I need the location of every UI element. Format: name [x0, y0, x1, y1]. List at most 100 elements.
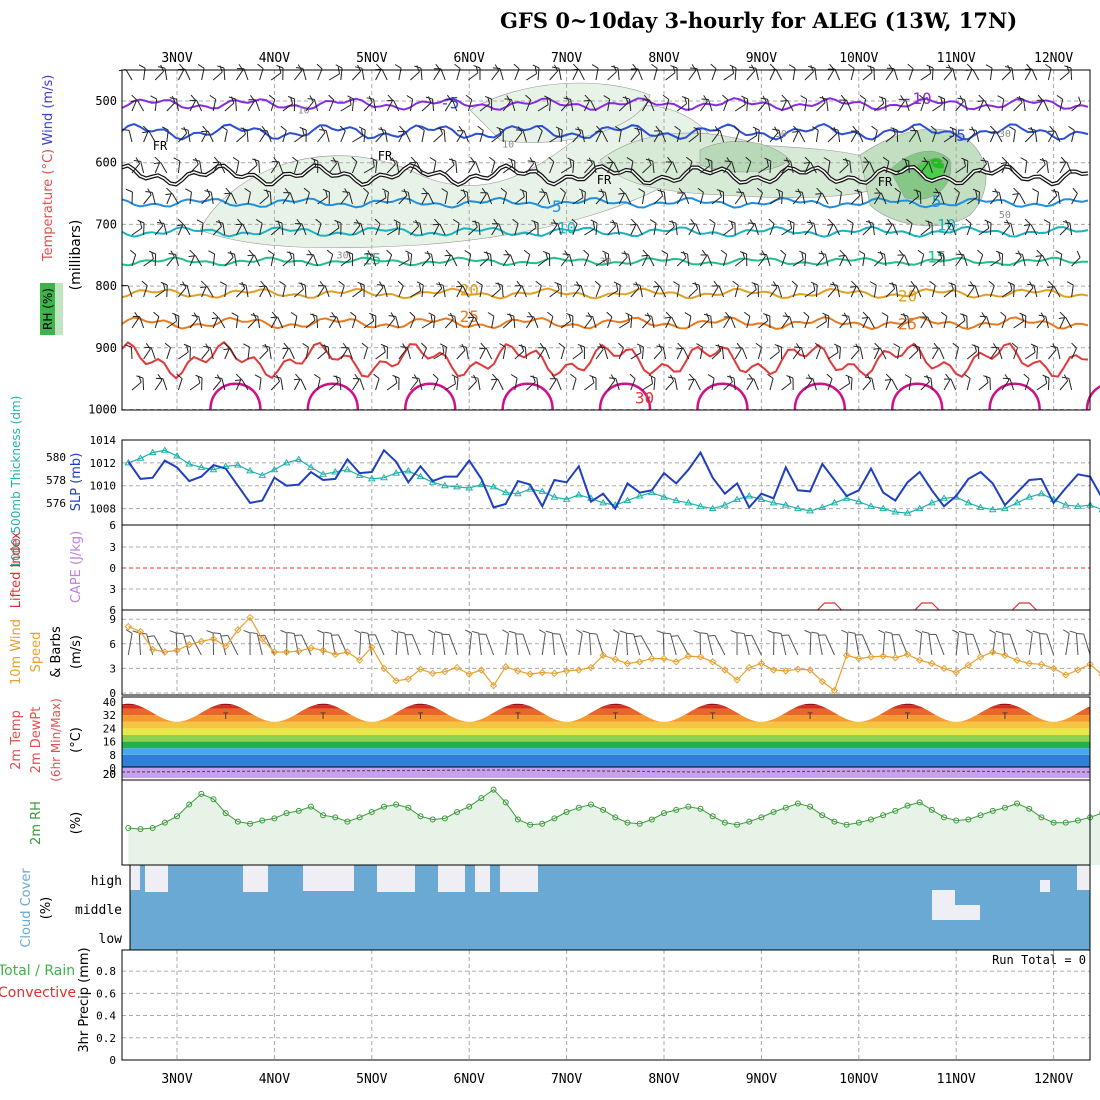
pressure-tick-label: 1000 [88, 403, 117, 417]
wind-barb [584, 312, 593, 329]
wind-barb [444, 376, 456, 391]
cloud-cover-area [130, 865, 1090, 950]
wind-barb [491, 223, 504, 236]
wind-barb [487, 312, 495, 329]
wind-barb [326, 249, 334, 267]
cloud-cover-gap [243, 865, 268, 892]
precip-tick-label: 0.6 [96, 987, 116, 1000]
wind-barb [530, 375, 539, 391]
wind-barb [172, 312, 180, 329]
wind-barb [189, 376, 201, 391]
rh2m-point [819, 812, 826, 819]
wind-barb [537, 251, 549, 267]
day-label-bottom: 5NOV [356, 1072, 387, 1087]
wind-barb [1011, 342, 1018, 360]
wind-barb [212, 311, 219, 329]
wind-barb [842, 158, 852, 174]
rh2m-point [320, 812, 327, 819]
rh2m-point [198, 790, 205, 797]
wind-barb [1043, 219, 1051, 236]
wind10-barb [634, 635, 653, 656]
pressure-tick-label: 500 [95, 94, 117, 108]
wind10-speed-point [1001, 651, 1009, 659]
thickness-point [416, 472, 425, 480]
wind-barb [603, 95, 611, 112]
wind10-barb [257, 634, 275, 656]
thickness-point [988, 505, 997, 513]
panel-wind10-frame [121, 609, 1091, 696]
rh2m-point [965, 816, 972, 823]
pressure-tick-label: 900 [95, 341, 117, 355]
wind-barb [710, 63, 717, 81]
wind-barb [421, 314, 433, 329]
wind-barb [548, 156, 555, 174]
wind-barb [1013, 187, 1019, 205]
dewpt2m-axis-label: 2m DewPt [29, 707, 44, 774]
wind-barb [739, 251, 748, 267]
wind-barb [1036, 376, 1048, 391]
temperature-color-band [122, 708, 1090, 716]
rh2m-point [478, 795, 485, 802]
wind-barb [988, 280, 995, 298]
wind-barb [861, 316, 875, 329]
wind-barb [389, 159, 400, 174]
wind-barb [716, 189, 725, 205]
wind-barb [989, 343, 998, 360]
wind-barb [282, 347, 295, 360]
wind-barb [681, 96, 690, 112]
wind-barb [502, 158, 514, 174]
wind-barb [262, 345, 272, 360]
wind-barb [598, 190, 609, 205]
wind-barb [142, 131, 156, 143]
thickness-point [769, 498, 778, 506]
wind-barb [267, 250, 275, 267]
wind10-barb [280, 629, 288, 656]
wind-barb [178, 126, 188, 143]
wind-barb [377, 284, 388, 298]
wind-barb [618, 187, 625, 205]
wind-barb [806, 221, 817, 236]
wind-barb [615, 126, 622, 143]
wind-barb [275, 220, 284, 236]
wind10-speed-point [307, 644, 315, 652]
wind-barb [595, 343, 604, 360]
wind10-barb [626, 632, 641, 656]
wind-barb [298, 282, 307, 298]
wind-barb [575, 128, 585, 143]
wind-barb [467, 316, 481, 329]
temperature-contour-label: 20 [898, 287, 917, 306]
rh-axis-label: RH (%) [41, 288, 55, 330]
rh2m-point [941, 814, 948, 821]
wind-barb [280, 125, 287, 143]
wind10-barb [220, 634, 239, 656]
rh2m-axis-label: 2m RH [29, 801, 44, 845]
wind-barb [990, 252, 1001, 267]
wind10-speed-point [842, 651, 851, 659]
wind-barb [270, 311, 278, 329]
rh2m-point [1026, 805, 1033, 812]
wind10-barb [737, 632, 750, 656]
wind-barb [328, 157, 338, 174]
wind10-barb [243, 629, 251, 655]
wind10-barb [294, 634, 312, 656]
wind-barb [464, 250, 472, 267]
thickness-point [660, 493, 668, 500]
wind-barb [589, 374, 597, 390]
temperature-contour-35 [209, 382, 262, 411]
wind-barb [942, 156, 949, 174]
wind10-speed-point [989, 648, 997, 656]
wind-barb [436, 283, 446, 298]
wind-barb [392, 374, 400, 391]
rh2m-point [368, 809, 375, 815]
wind10-axis-label-speed: Speed [29, 632, 44, 673]
wind-barb [583, 99, 597, 112]
wind-barb [224, 192, 237, 205]
wind10-speed-point [587, 663, 595, 672]
temperature-contour [121, 97, 1089, 112]
wind10-tick-label: 6 [109, 638, 116, 651]
wind-barb [375, 63, 382, 81]
wind-barb [129, 249, 137, 267]
wind-barb [944, 222, 957, 236]
wind10-barb [952, 629, 959, 656]
wind-barb [214, 376, 226, 391]
